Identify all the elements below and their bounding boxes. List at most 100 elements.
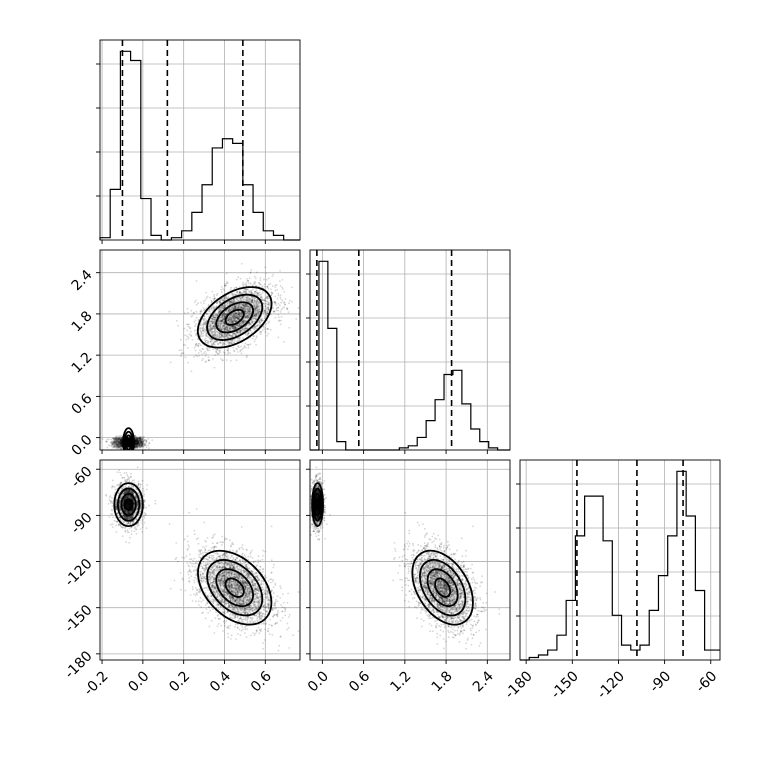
- scatter-point: [272, 273, 275, 276]
- scatter-point: [251, 337, 254, 340]
- scatter-point: [134, 443, 137, 446]
- scatter-point: [134, 446, 137, 449]
- scatter-point: [277, 303, 280, 305]
- scatter-point: [231, 342, 234, 345]
- scatter-point: [297, 307, 300, 309]
- scatter-point: [120, 445, 123, 447]
- scatter-point: [108, 516, 111, 518]
- contour-level-0: [126, 437, 131, 447]
- scatter-point: [240, 352, 243, 355]
- scatter-point: [232, 327, 235, 329]
- scatter-point: [123, 521, 125, 523]
- scatter-point: [199, 312, 202, 315]
- scatter-point: [205, 297, 208, 300]
- scatter-point: [186, 323, 188, 326]
- scatter-point: [283, 291, 286, 293]
- scatter-point: [133, 481, 136, 484]
- scatter-point: [230, 306, 233, 309]
- scatter-point: [195, 329, 198, 331]
- scatter-point: [137, 440, 140, 442]
- scatter-point: [238, 296, 241, 298]
- scatter-point: [195, 310, 198, 313]
- scatter-point: [241, 306, 243, 309]
- scatter-point: [248, 300, 251, 302]
- scatter-point: [213, 299, 215, 301]
- scatter-point: [113, 441, 116, 444]
- scatter-point: [112, 516, 114, 519]
- scatter-point: [115, 439, 118, 442]
- scatter-point: [135, 444, 138, 447]
- scatter-point: [261, 299, 264, 301]
- scatter-point: [178, 349, 181, 352]
- scatter-point: [148, 442, 151, 445]
- scatter-point: [169, 361, 172, 364]
- contour-level-1: [124, 434, 133, 450]
- scatter-point: [220, 288, 223, 291]
- scatter-point: [231, 317, 234, 319]
- scatter-point: [244, 288, 247, 291]
- scatter-point: [212, 358, 214, 360]
- scatter-point: [197, 345, 200, 347]
- scatter-point: [135, 442, 137, 444]
- scatter-point: [120, 442, 123, 445]
- scatter-point: [225, 304, 228, 306]
- scatter-point: [235, 278, 238, 281]
- scatter-point: [246, 305, 249, 307]
- scatter-point: [136, 443, 139, 446]
- scatter-point: [234, 326, 237, 329]
- histogram-step-2: [520, 470, 720, 661]
- scatter-point: [136, 441, 139, 444]
- scatter-point: [137, 480, 140, 483]
- scatter-point: [134, 440, 137, 443]
- scatter-point: [120, 441, 123, 443]
- scatter-point: [263, 327, 265, 329]
- scatter-point: [218, 333, 221, 336]
- scatter-point: [120, 439, 122, 441]
- scatter-point: [267, 287, 270, 290]
- scatter-point: [125, 471, 128, 474]
- scatter-point: [279, 280, 281, 283]
- scatter-point: [120, 436, 123, 439]
- scatter-point: [250, 269, 253, 271]
- scatter-point: [248, 313, 251, 316]
- scatter-point: [249, 343, 252, 346]
- scatter-point: [233, 328, 236, 331]
- scatter-point: [202, 300, 205, 303]
- scatter-point: [119, 440, 122, 443]
- scatter-point: [115, 439, 118, 442]
- scatter-point: [255, 343, 257, 346]
- scatter-point: [238, 313, 240, 316]
- scatter-point: [119, 446, 122, 449]
- scatter-point: [254, 338, 257, 341]
- scatter-point: [210, 328, 213, 331]
- scatter-point: [107, 444, 110, 446]
- scatter-point: [144, 515, 146, 517]
- scatter-point: [233, 316, 236, 319]
- scatter-point: [187, 325, 190, 328]
- scatter-point: [115, 444, 118, 446]
- scatter-point: [263, 309, 266, 312]
- scatter-point: [194, 349, 197, 352]
- scatter-point: [117, 447, 120, 450]
- scatter-point: [242, 298, 245, 301]
- scatter-point: [105, 440, 108, 443]
- scatter-point: [251, 295, 253, 298]
- scatter-point: [245, 356, 248, 359]
- scatter-point: [215, 336, 218, 339]
- scatter-point: [135, 441, 137, 443]
- scatter-point: [220, 357, 222, 360]
- scatter-point: [217, 331, 220, 334]
- scatter-point: [139, 438, 141, 441]
- scatter-point: [116, 442, 119, 445]
- scatter-point: [234, 332, 237, 335]
- scatter-point: [220, 291, 223, 294]
- scatter-point: [114, 438, 116, 440]
- scatter-point: [128, 542, 131, 544]
- scatter-point: [148, 447, 150, 450]
- scatter-point: [136, 441, 139, 444]
- scatter-point: [230, 286, 233, 289]
- scatter-point: [220, 306, 222, 309]
- scatter-point: [127, 531, 130, 534]
- scatter-point: [226, 297, 229, 300]
